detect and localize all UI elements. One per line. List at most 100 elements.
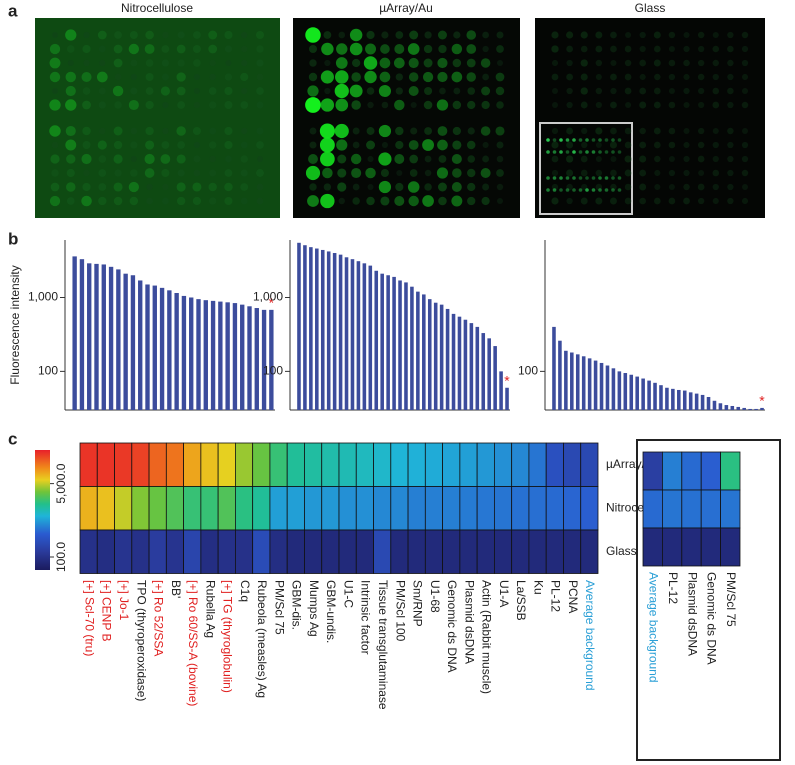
spot	[410, 101, 417, 109]
spot	[240, 101, 249, 109]
spot	[551, 87, 559, 95]
spot	[712, 169, 720, 177]
bar	[196, 299, 201, 410]
spot	[610, 31, 617, 39]
spot	[408, 72, 419, 82]
spot	[130, 141, 138, 149]
spot	[224, 73, 233, 81]
spot	[610, 101, 617, 109]
spot	[591, 176, 596, 180]
spot	[193, 59, 201, 67]
spot	[256, 141, 264, 149]
spot	[208, 44, 218, 54]
y-tick-label: 100	[38, 364, 58, 378]
heat-cell	[493, 529, 513, 574]
spot	[551, 45, 559, 53]
spot	[578, 150, 583, 154]
bar	[138, 280, 143, 410]
heat-cell	[511, 486, 530, 531]
spot	[698, 45, 705, 53]
spot	[698, 169, 705, 177]
spot	[551, 101, 559, 109]
bar	[338, 254, 343, 410]
spot	[551, 169, 559, 177]
spot	[378, 124, 392, 138]
spot	[395, 73, 403, 81]
heat-cell	[217, 486, 236, 531]
spot	[98, 127, 106, 135]
spot	[393, 57, 405, 69]
spot	[452, 140, 462, 150]
bar	[350, 259, 355, 410]
spot	[712, 155, 719, 163]
spot	[256, 183, 264, 191]
spot	[595, 155, 602, 163]
heat-cell	[96, 486, 115, 531]
column-label: Average background	[647, 572, 661, 683]
spot	[598, 138, 602, 142]
spot	[395, 31, 404, 39]
spot	[466, 140, 476, 150]
spot	[481, 86, 491, 96]
spot	[256, 45, 264, 53]
bar	[730, 405, 735, 410]
spot	[552, 188, 557, 192]
column-label: U1-C	[341, 580, 355, 608]
spot	[438, 196, 447, 206]
bar	[410, 286, 414, 410]
column-label: U1-A	[497, 580, 511, 607]
spot	[566, 141, 574, 149]
bar	[247, 306, 252, 410]
panel-label: b	[8, 229, 18, 248]
bar	[742, 407, 746, 410]
spot	[624, 87, 632, 95]
bar	[665, 387, 669, 410]
spot	[380, 44, 390, 54]
spot	[668, 141, 676, 149]
spot	[241, 127, 248, 135]
spot	[324, 87, 331, 95]
bar	[487, 338, 491, 410]
spot	[209, 169, 217, 177]
bar	[700, 394, 705, 410]
bar	[315, 248, 319, 410]
spot	[193, 141, 201, 149]
spot	[240, 45, 248, 53]
bar	[130, 275, 136, 410]
spot	[482, 183, 490, 191]
spot	[351, 167, 362, 179]
spot	[482, 155, 490, 163]
annotation: *	[269, 295, 275, 311]
bar	[309, 247, 313, 410]
spot	[598, 176, 602, 180]
heat-cell	[459, 442, 478, 487]
spot	[309, 127, 317, 135]
spot	[467, 100, 476, 110]
bar	[623, 373, 628, 410]
bar	[570, 352, 574, 410]
heat-cell	[563, 529, 582, 574]
spot	[572, 138, 576, 142]
spot	[408, 140, 419, 150]
spot	[552, 176, 557, 180]
spot	[453, 87, 461, 95]
spot	[352, 58, 361, 68]
spot	[495, 86, 505, 96]
spot	[145, 87, 154, 95]
bar	[87, 263, 92, 410]
spot	[423, 44, 433, 54]
spot	[422, 139, 435, 151]
heat-cell	[390, 442, 409, 487]
spot	[581, 183, 588, 191]
spot	[551, 197, 559, 205]
spot	[639, 59, 647, 67]
spot	[50, 154, 60, 164]
spot	[480, 58, 491, 68]
bar	[303, 245, 307, 410]
column-label: Genomic ds DNA	[705, 572, 719, 665]
bar	[189, 297, 194, 410]
spot	[308, 44, 318, 54]
spot	[379, 57, 391, 69]
spot	[305, 97, 321, 113]
